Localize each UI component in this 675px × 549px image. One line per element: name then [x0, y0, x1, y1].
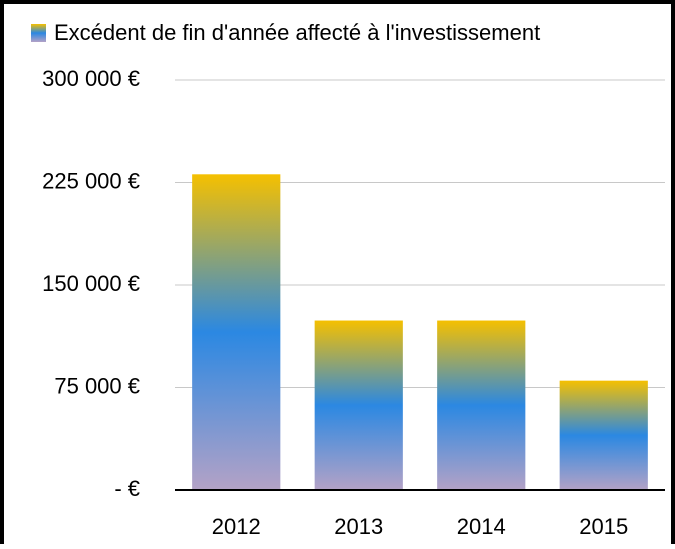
bar	[559, 380, 648, 490]
bar	[437, 320, 526, 490]
legend-label: Excédent de fin d'année affecté à l'inve…	[54, 20, 540, 45]
bar	[314, 320, 403, 490]
y-tick-label: 75 000 €	[54, 373, 140, 398]
x-tick-label: 2014	[457, 514, 506, 539]
bar	[192, 174, 281, 491]
legend-swatch	[31, 24, 46, 42]
x-tick-label: 2013	[334, 514, 383, 539]
y-tick-label: 225 000 €	[42, 168, 140, 193]
x-tick-label: 2015	[579, 514, 628, 539]
y-tick-label: - €	[114, 476, 140, 501]
y-tick-label: 150 000 €	[42, 271, 140, 296]
y-tick-label: 300 000 €	[42, 66, 140, 91]
x-tick-label: 2012	[212, 514, 261, 539]
